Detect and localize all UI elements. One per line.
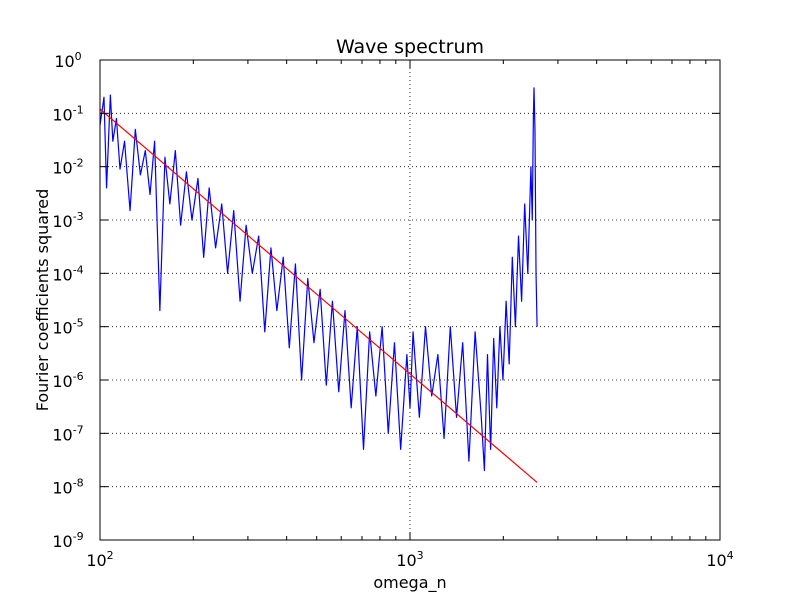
y-axis-label: Fourier coefficients squared <box>33 189 52 412</box>
x-axis-label: omega_n <box>373 573 446 593</box>
fit-line <box>99 108 538 483</box>
y-tick-label: 10-2 <box>52 157 83 178</box>
y-tick-label: 10-5 <box>52 317 83 338</box>
x-tick-label: 104 <box>706 549 733 570</box>
x-tick-base: 10 <box>86 551 106 570</box>
y-tick-exponent: -4 <box>73 263 84 276</box>
y-tick-base: 10 <box>54 52 74 71</box>
x-tick-label: 102 <box>86 549 113 570</box>
y-tick-label: 10-6 <box>52 370 83 391</box>
y-tick-exponent: -3 <box>73 210 84 223</box>
y-tick-base: 10 <box>52 105 72 124</box>
y-tick-base: 10 <box>52 212 72 231</box>
axis-tick-labels: 102 103 10410010-110-210-310-410-510-610-7… <box>52 50 733 570</box>
y-tick-exponent: -1 <box>73 103 84 116</box>
y-tick-label: 10-3 <box>52 210 83 231</box>
y-tick-label: 10-7 <box>52 423 83 444</box>
y-tick-exponent: -9 <box>73 530 84 543</box>
y-tick-label: 10-9 <box>52 530 83 551</box>
y-tick-base: 10 <box>52 532 72 551</box>
x-tick-base: 10 <box>396 551 416 570</box>
y-tick-exponent: -6 <box>73 370 84 383</box>
spectrum-line <box>99 87 538 472</box>
y-tick-exponent: -5 <box>73 317 84 330</box>
x-tick-exponent: 2 <box>107 549 114 562</box>
y-tick-label: 10-1 <box>52 103 83 124</box>
x-tick-exponent: 3 <box>417 549 424 562</box>
y-tick-label: 100 <box>54 50 81 71</box>
axis-ticks <box>99 59 721 541</box>
y-tick-exponent: -2 <box>73 157 84 170</box>
y-tick-exponent: -8 <box>73 477 84 490</box>
y-tick-exponent: 0 <box>75 50 82 63</box>
y-tick-base: 10 <box>52 425 72 444</box>
x-tick-base: 10 <box>706 551 726 570</box>
x-tick-label: 103 <box>396 549 423 570</box>
y-tick-base: 10 <box>52 159 72 178</box>
y-tick-label: 10-8 <box>52 477 83 498</box>
y-tick-base: 10 <box>52 319 72 338</box>
y-tick-exponent: -7 <box>73 423 84 436</box>
data-series <box>99 87 538 483</box>
y-tick-base: 10 <box>52 265 72 284</box>
y-tick-base: 10 <box>52 479 72 498</box>
y-tick-label: 10-4 <box>52 263 83 284</box>
x-tick-exponent: 4 <box>727 549 734 562</box>
y-tick-base: 10 <box>52 372 72 391</box>
chart-title: Wave spectrum <box>336 36 484 58</box>
